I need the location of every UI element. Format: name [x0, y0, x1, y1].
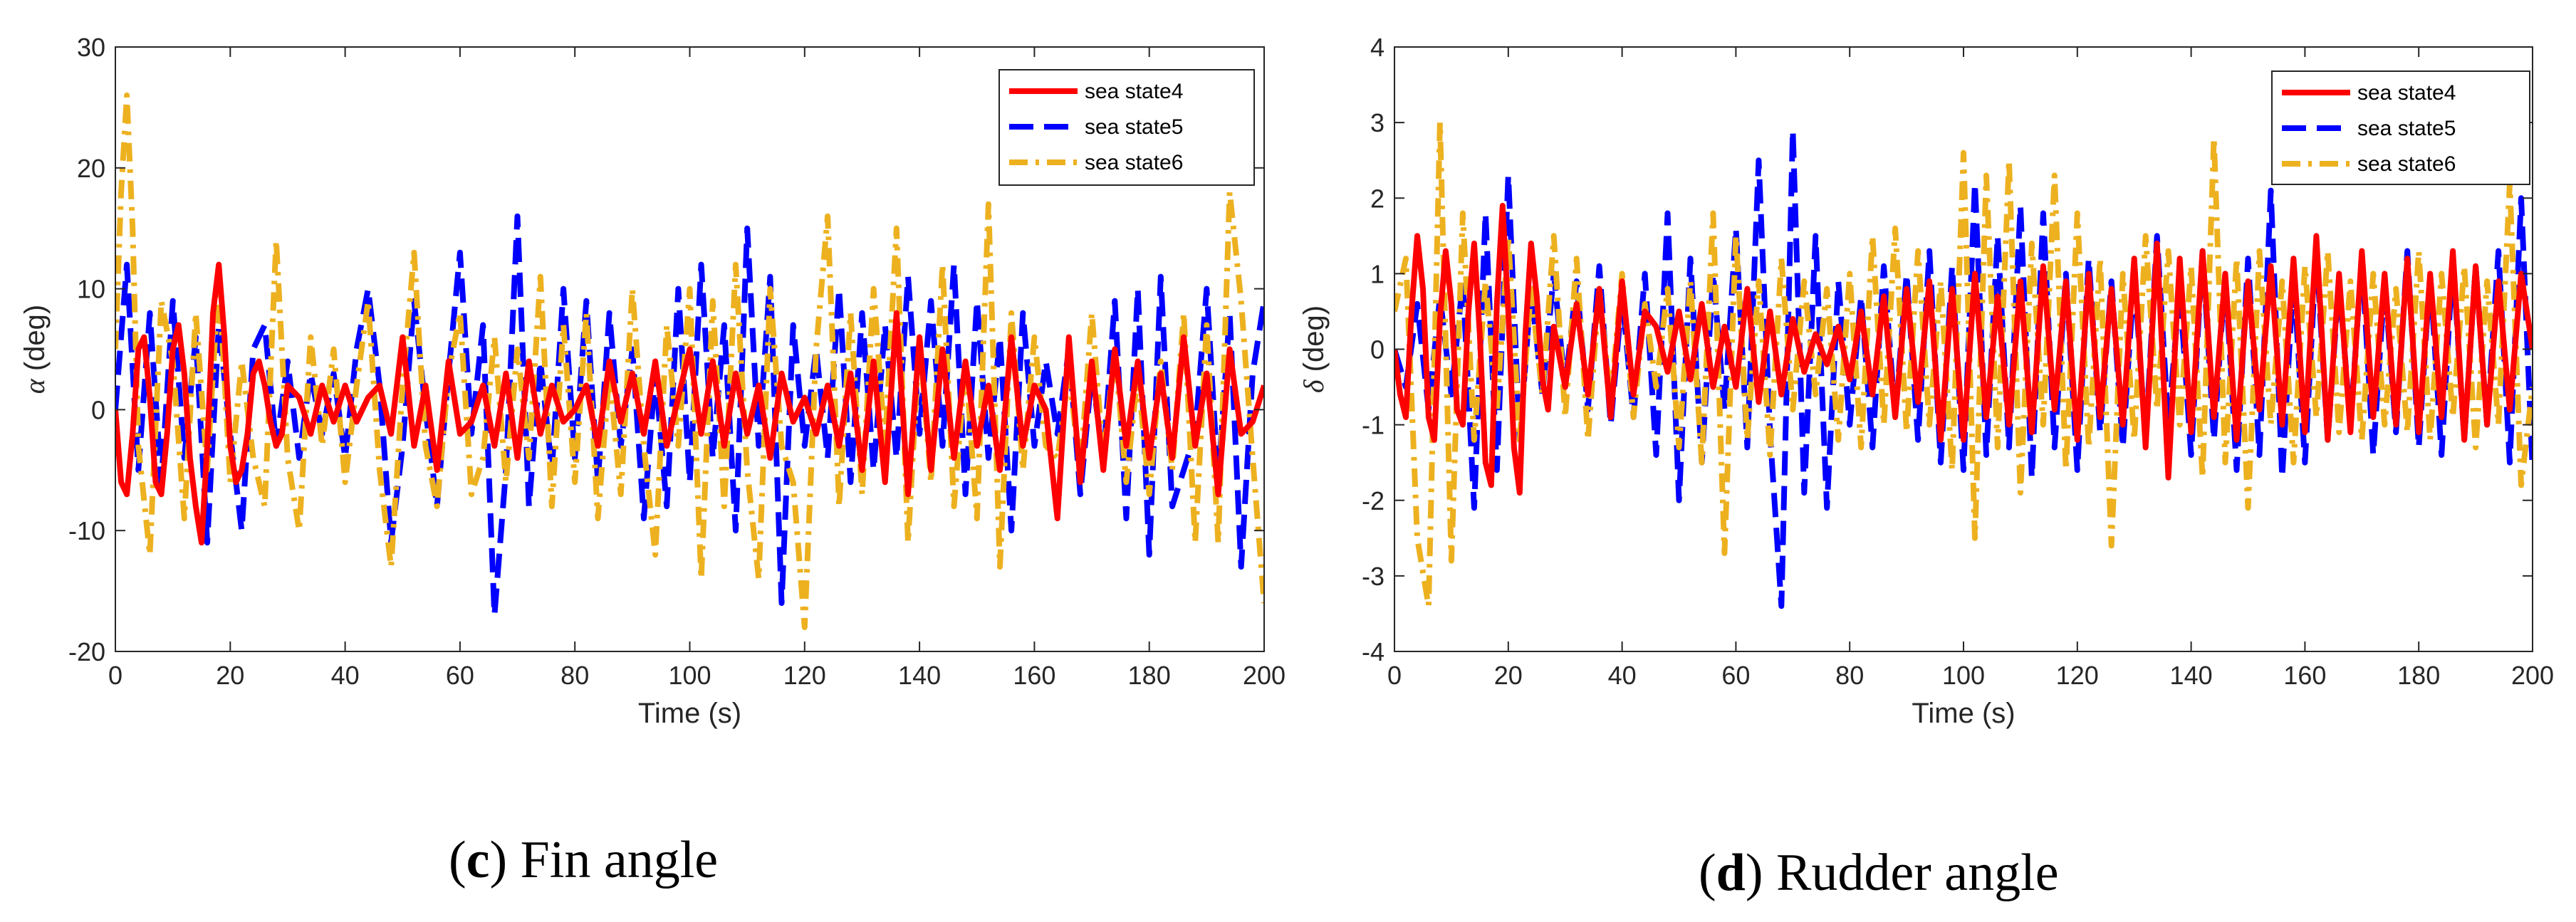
fin-angle-y-tick-label: 30 — [77, 33, 105, 62]
rudder-angle-y-tick-label: -3 — [1362, 562, 1385, 591]
fin-angle-caption-open: ( — [449, 831, 466, 889]
fin-angle-chart: 0 20 40 60 80 100 120 140 160 180 200 -20 -10 0 10 20 30… — [19, 33, 1286, 889]
rudder-angle-y-tick-label: 0 — [1370, 335, 1385, 365]
fin-angle-x-tick-label: 20 — [216, 661, 244, 690]
rudder-angle-y-tick-label: 3 — [1370, 108, 1385, 137]
rudder-angle-x-tick-label: 120 — [2056, 661, 2099, 690]
fin-angle-legend: sea state4 sea state5 sea state6 — [998, 69, 1255, 186]
rudder-angle-y-tick-label: -2 — [1362, 486, 1385, 515]
rudder-angle-x-tick-label: 60 — [1721, 661, 1750, 690]
fin-angle-y-axis-unit: (deg) — [19, 305, 51, 379]
fin-angle-ticks: 0 20 40 60 80 100 120 140 160 180 200 -20 -10 0 10 20 30 — [68, 33, 1286, 690]
rudder-angle-legend: sea state4 sea state5 sea state6 — [2271, 70, 2530, 185]
rudder-angle-x-tick-label: 140 — [2170, 661, 2213, 690]
rudder-angle-y-axis-symbol: δ — [1298, 379, 1330, 393]
fin-angle-x-tick-label: 160 — [1013, 661, 1055, 690]
rudder-angle-caption: (d) Rudder angle — [1699, 844, 2059, 902]
fin-angle-caption: (c) Fin angle — [449, 831, 718, 889]
rudder-angle-chart: 0 20 40 60 80 100 120 140 160 180 200 -4 -3 -2 -1 0 1 2 3 4… — [1298, 33, 2554, 902]
rudder-angle-x-tick-label: 160 — [2283, 661, 2326, 690]
rudder-angle-y-tick-label: 4 — [1370, 33, 1385, 62]
fin-angle-caption-letter: c — [466, 831, 490, 889]
rudder-angle-x-tick-label: 200 — [2511, 661, 2554, 690]
fin-angle-legend-label-sea-state6: sea state6 — [1085, 151, 1183, 174]
fin-angle-series-sea-state5 — [115, 213, 1264, 619]
fin-angle-x-tick-label: 0 — [108, 661, 122, 690]
rudder-angle-legend-label-sea-state5: sea state5 — [2357, 117, 2456, 140]
fin-angle-y-tick-label: 10 — [77, 275, 105, 304]
rudder-angle-x-tick-label: 40 — [1608, 661, 1637, 690]
rudder-angle-x-axis-label: Time (s) — [1912, 698, 2015, 729]
rudder-angle-x-tick-label: 100 — [1942, 661, 1985, 690]
rudder-angle-y-tick-label: -4 — [1362, 637, 1385, 666]
rudder-angle-x-tick-label: 0 — [1387, 661, 1402, 690]
rudder-angle-ticks: 0 20 40 60 80 100 120 140 160 180 200 -4 -3 -2 -1 0 1 2 3 4 — [1362, 33, 2554, 690]
rudder-angle-legend-label-sea-state6: sea state6 — [2357, 152, 2456, 176]
fin-angle-caption-text: ) Fin angle — [490, 831, 719, 889]
rudder-angle-plot-lines — [1394, 120, 2533, 609]
fin-angle-y-tick-label: 20 — [77, 154, 105, 183]
fin-angle-x-tick-label: 80 — [560, 661, 589, 690]
fin-angle-x-tick-label: 180 — [1128, 661, 1171, 690]
rudder-angle-y-tick-label: 1 — [1370, 259, 1385, 288]
fin-angle-y-axis-symbol: α — [19, 378, 51, 394]
fin-angle-y-tick-label: -20 — [68, 637, 105, 666]
rudder-angle-y-axis-unit: (deg) — [1298, 305, 1330, 380]
rudder-angle-x-tick-label: 180 — [2397, 661, 2440, 690]
rudder-angle-x-tick-label: 20 — [1494, 661, 1523, 690]
rudder-angle-caption-text: ) Rudder angle — [1746, 844, 2059, 902]
fin-angle-plot-lines — [115, 92, 1264, 630]
fin-angle-y-tick-label: -10 — [68, 516, 105, 545]
rudder-angle-caption-letter: d — [1716, 844, 1746, 902]
rudder-angle-caption-open: ( — [1699, 844, 1716, 902]
fin-angle-x-tick-label: 100 — [668, 661, 711, 690]
fin-angle-legend-label-sea-state5: sea state5 — [1085, 115, 1183, 139]
fin-angle-series-sea-state4 — [115, 261, 1264, 546]
rudder-angle-legend-label-sea-state4: sea state4 — [2357, 81, 2456, 105]
fin-angle-y-axis-label: α (deg) — [19, 305, 51, 394]
rudder-angle-x-tick-label: 80 — [1835, 661, 1864, 690]
rudder-angle-series-sea-state4 — [1394, 202, 2533, 496]
fin-angle-x-tick-label: 140 — [898, 661, 941, 690]
rudder-angle-y-tick-label: -1 — [1362, 411, 1385, 440]
rudder-angle-y-tick-label: 2 — [1370, 184, 1385, 213]
fin-angle-y-tick-label: 0 — [91, 395, 105, 424]
fin-angle-x-tick-label: 60 — [446, 661, 474, 690]
fin-angle-x-axis-label: Time (s) — [638, 698, 741, 729]
fin-angle-x-tick-label: 120 — [783, 661, 826, 690]
rudder-angle-y-axis-label: δ (deg) — [1298, 305, 1330, 393]
fin-angle-x-tick-label: 40 — [331, 661, 360, 690]
fin-angle-x-tick-label: 200 — [1243, 661, 1286, 690]
fin-angle-legend-label-sea-state4: sea state4 — [1085, 80, 1183, 103]
